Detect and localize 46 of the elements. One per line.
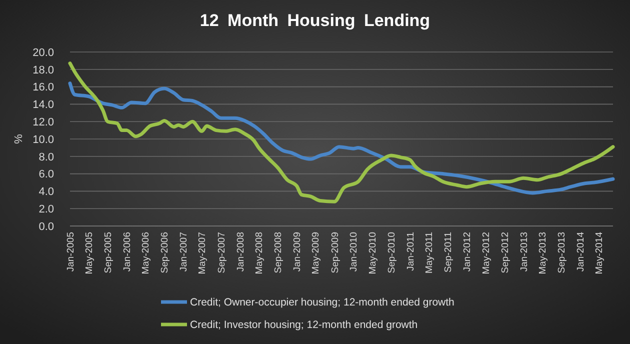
x-tick-label: May-2012 [480,232,492,274]
y-axis-title: % [13,134,25,144]
x-tick-label: Jan-2007 [178,232,190,272]
y-tick-label: 18.0 [32,64,54,76]
x-tick-label: May-2010 [367,232,378,274]
y-tick-label: 20.0 [32,46,54,59]
y-tick-label: 4.0 [38,186,54,198]
x-tick-label: Sep-2007 [216,232,228,274]
x-tick-label: May-2005 [84,232,95,274]
y-tick-label: 8.0 [38,151,54,164]
x-tick-label: Jan-2010 [348,232,360,272]
x-tick-label: May-2008 [254,232,266,274]
x-tick-label: Sep-2005 [103,232,114,274]
line-series [68,82,615,195]
x-tick-label: Jan-2014 [575,232,586,272]
x-tick-label: Jan-2013 [518,232,530,272]
x-tick-label: Sep-2011 [443,232,454,272]
x-tick-label: May-2011 [424,232,435,274]
x-tick-label: May-2014 [594,232,606,274]
x-tick-label: Jan-2006 [122,232,133,272]
y-tick-label: 12.0 [32,116,54,128]
x-tick-label: Jan-2009 [292,232,304,272]
x-tick-label: May-2006 [140,232,152,274]
x-tick-label: May-2013 [537,232,548,274]
y-tick-label: 2.0 [38,203,54,216]
x-tick-label: Jan-2005 [65,232,76,272]
x-tick-label: Sep-2010 [386,232,398,274]
x-tick-label: Jan-2011 [405,232,416,271]
y-tick-label: 14.0 [32,99,54,112]
x-tick-label: Sep-2006 [160,232,171,274]
x-tick-label: Sep-2008 [273,232,284,274]
x-tick-label: May-2007 [197,232,208,274]
line-series [68,62,615,204]
chart-title: 12 Month Housing Lending [200,11,430,30]
legend-label: Credit; Owner-occupier housing; 12-month ended growth [190,296,455,309]
x-tick-label: Sep-2009 [330,232,341,274]
legend-label: Credit; Investor housing; 12-month ended growth [190,319,418,332]
y-tick-label: 0.0 [38,220,54,233]
y-tick-label: 6.0 [38,168,54,181]
x-tick-label: Sep-2012 [500,232,511,274]
x-tick-label: Jan-2012 [462,232,473,272]
y-tick-label: 10.0 [32,134,54,146]
y-tick-label: 16.0 [32,82,54,94]
x-tick-label: Sep-2013 [556,232,568,274]
x-tick-label: Jan-2008 [235,232,246,272]
x-tick-label: May-2009 [310,232,322,274]
